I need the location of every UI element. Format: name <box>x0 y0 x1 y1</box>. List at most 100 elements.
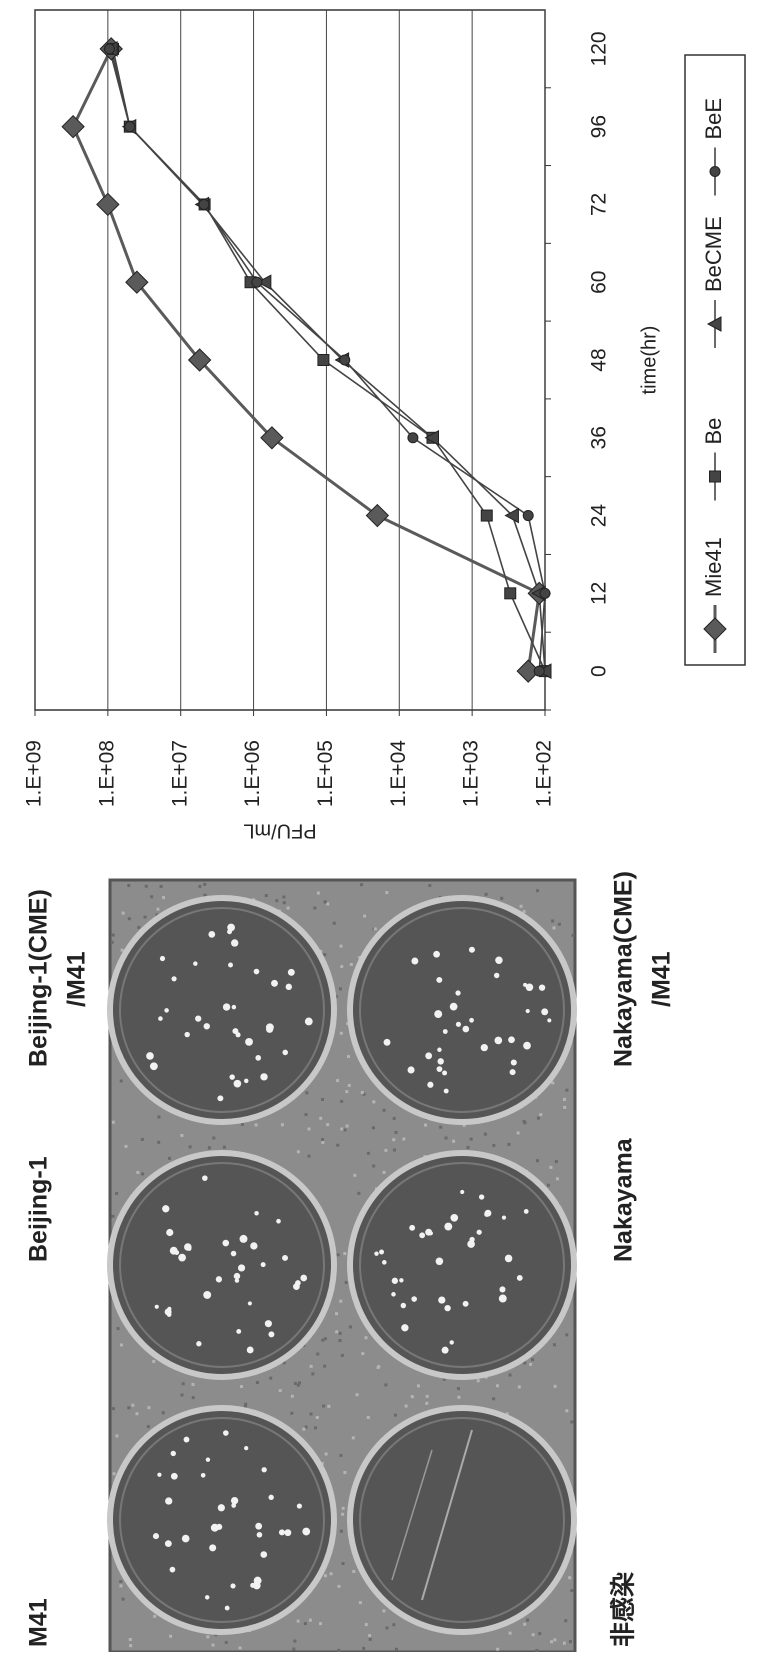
marker-triangle <box>256 274 272 291</box>
photo-grain <box>366 1415 370 1419</box>
photo-grain <box>157 1140 161 1144</box>
plaque <box>169 1566 176 1573</box>
photo-grain <box>392 1623 396 1627</box>
photo-grain <box>238 1646 242 1650</box>
plaque <box>239 1234 248 1243</box>
legend-label: Mie41 <box>701 537 726 597</box>
x-tick-label: 24 <box>588 504 611 528</box>
plaque <box>231 1503 237 1508</box>
plaque <box>436 1066 443 1073</box>
photo-grain <box>286 906 290 910</box>
photo-grain <box>530 1358 534 1362</box>
photo-grain <box>452 1139 456 1143</box>
photo-grain <box>338 1339 342 1343</box>
photo-grain <box>394 1130 398 1134</box>
plaque <box>282 1254 289 1261</box>
photo-grain <box>425 1394 429 1398</box>
photo-grain <box>392 1116 396 1120</box>
photo-grain <box>111 1214 115 1218</box>
photo-grain <box>316 1352 320 1356</box>
well-label: M41 <box>25 1598 53 1647</box>
plaque <box>204 1595 210 1600</box>
photo-grain <box>203 893 207 897</box>
plaque <box>278 1529 285 1536</box>
photo-grain <box>348 1325 352 1329</box>
photo-grain <box>110 940 114 944</box>
plaque <box>547 1018 552 1023</box>
plaque <box>228 962 233 968</box>
plaque <box>468 946 475 953</box>
photo-grain <box>339 1529 343 1533</box>
well-inner <box>359 907 565 1113</box>
photo-grain <box>313 906 317 910</box>
well-label: 非感染 <box>609 1572 638 1647</box>
photo-grain <box>339 1031 343 1035</box>
plaque <box>401 1324 409 1332</box>
photo-grain <box>500 896 504 900</box>
photo-grain <box>131 1403 135 1407</box>
photo-grain <box>536 889 540 893</box>
well-label: /M41 <box>648 951 676 1007</box>
plaque <box>469 1017 474 1023</box>
plaque <box>217 1095 224 1102</box>
photo-grain <box>180 1393 184 1397</box>
photo-grain <box>555 1177 559 1181</box>
photo-grain <box>362 1646 366 1650</box>
photo-grain <box>549 1165 553 1169</box>
plaque <box>508 1036 515 1044</box>
plaque <box>202 1175 208 1181</box>
marker-diamond <box>703 617 727 641</box>
photo-grain <box>311 1372 315 1376</box>
plaque <box>433 950 440 958</box>
photo-grain <box>115 1191 119 1195</box>
plaque <box>170 1450 176 1457</box>
marker-square <box>480 509 493 522</box>
photo-grain <box>280 1123 284 1127</box>
marker-circle <box>709 166 721 177</box>
photo-grain <box>345 1090 349 1094</box>
plaque <box>501 1215 507 1220</box>
photo-grain <box>492 1397 496 1401</box>
photo-grain <box>323 1364 327 1368</box>
plaque <box>434 1010 443 1019</box>
photo-grain <box>157 1115 161 1119</box>
photo-grain <box>552 1343 556 1347</box>
well-inner <box>119 1417 325 1623</box>
marker-diamond <box>365 503 390 528</box>
photo-grain <box>316 891 320 895</box>
x-tick-label: 72 <box>588 193 611 216</box>
plaque <box>484 1209 492 1217</box>
plaque <box>184 1243 192 1251</box>
plaque <box>276 1218 281 1224</box>
plaque <box>510 1059 517 1066</box>
photo-grain <box>203 882 207 886</box>
x-axis-title: time(hr) <box>638 326 660 395</box>
photo-grain <box>353 1173 357 1177</box>
photo-grain <box>308 1618 312 1622</box>
photo-grain <box>150 895 154 899</box>
photo-grain <box>135 1412 139 1416</box>
plaque <box>222 1239 230 1247</box>
photo-grain <box>323 953 327 957</box>
plaque <box>391 1277 399 1284</box>
photo-grain <box>339 1299 343 1303</box>
marker-square <box>504 587 517 600</box>
photo-grain <box>323 1337 327 1341</box>
plaque <box>223 1430 229 1436</box>
plaque <box>250 1582 256 1588</box>
x-tick-label: 96 <box>588 115 611 138</box>
photo-grain <box>340 1353 344 1357</box>
plaque <box>169 1246 178 1255</box>
plaque <box>494 1036 503 1045</box>
plaque <box>498 1294 507 1303</box>
photo-grain <box>121 911 125 915</box>
plaque <box>195 1015 202 1022</box>
plaque <box>252 1581 261 1590</box>
plaque <box>444 1222 453 1231</box>
x-tick-label: 36 <box>588 426 611 449</box>
plaque <box>230 1250 237 1257</box>
photo-grain <box>120 948 124 952</box>
plaque <box>525 1008 530 1014</box>
photo-grain <box>181 1382 185 1386</box>
plaque <box>300 1274 308 1282</box>
